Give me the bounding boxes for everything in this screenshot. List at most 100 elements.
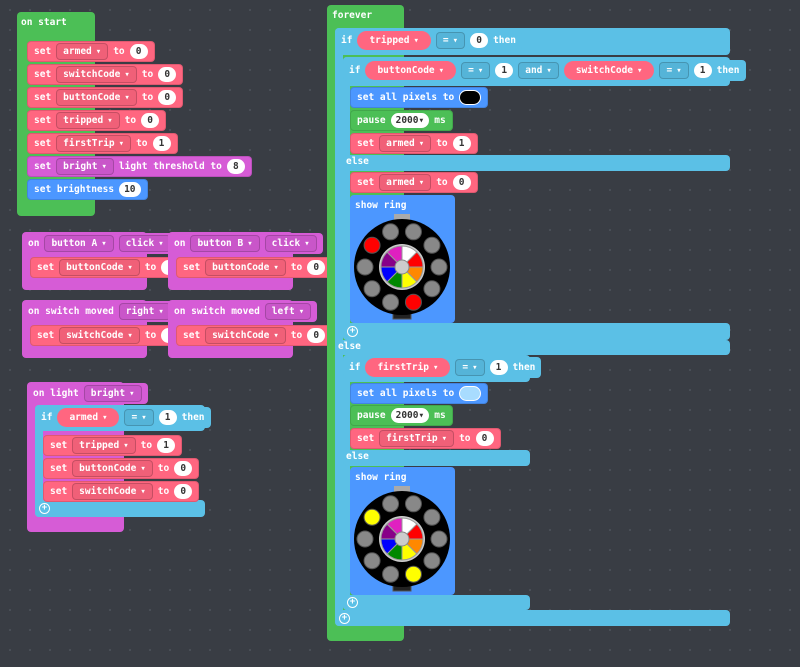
neopixel-ring[interactable] <box>352 212 452 322</box>
variable-dropdown[interactable]: tripped <box>72 437 136 454</box>
operator-dropdown[interactable]: = <box>659 62 689 79</box>
neopixel-6[interactable] <box>382 293 400 311</box>
value-input[interactable]: 0 <box>141 113 160 128</box>
if-codes-row[interactable]: if buttonCode = 1 and switchCode = 1 then <box>343 60 746 81</box>
pause-block[interactable]: pause 2000 ms <box>350 110 453 131</box>
neopixel-4[interactable] <box>423 552 441 570</box>
value-input[interactable]: 1 <box>152 136 171 151</box>
pause-value-dropdown[interactable]: 2000 <box>390 113 430 128</box>
neopixel-2[interactable] <box>423 236 441 254</box>
value-input[interactable]: 1 <box>157 438 176 453</box>
neopixel-2[interactable] <box>423 508 441 526</box>
neopixel-8[interactable] <box>356 530 374 548</box>
variable-reporter[interactable]: armed <box>57 408 120 427</box>
set-light-threshold-block[interactable]: set bright light threshold to 8 <box>27 156 252 177</box>
neopixel-7[interactable] <box>363 552 381 570</box>
set-variable-block[interactable]: setbuttonCodeto1 <box>30 257 187 278</box>
set-variable-block[interactable]: set switchCode to 0 <box>176 325 333 346</box>
value-input[interactable]: 0 <box>452 175 471 190</box>
variable-dropdown[interactable]: armed <box>379 135 432 152</box>
neopixel-9[interactable] <box>363 508 381 526</box>
variable-reporter-dropdown[interactable]: buttonCode <box>371 62 450 79</box>
event-header[interactable]: on switch moved right <box>22 301 177 322</box>
set-variable-block[interactable]: setswitchCodeto1 <box>30 325 187 346</box>
set-variable-block[interactable]: set buttonCode to 0 <box>27 87 184 108</box>
value-input[interactable]: 8 <box>226 159 245 174</box>
action-dropdown[interactable]: click <box>118 235 171 252</box>
neopixel-1[interactable] <box>404 223 422 241</box>
add-else-if-button[interactable]: + <box>347 326 358 337</box>
variable-dropdown[interactable]: buttonCode <box>72 460 153 477</box>
set-variable-block[interactable]: set buttonCode to 0 <box>43 458 200 479</box>
neopixel-4[interactable] <box>423 280 441 298</box>
variable-dropdown[interactable]: buttonCode <box>205 259 286 276</box>
set-variable-block[interactable]: set firstTrip to 0 <box>350 428 501 449</box>
and-dropdown[interactable]: and <box>518 62 559 79</box>
neopixel-9[interactable] <box>363 236 381 254</box>
variable-dropdown[interactable]: tripped <box>56 112 120 129</box>
if-tripped-row[interactable]: if tripped = 0 then <box>335 30 522 51</box>
value-input[interactable]: 1 <box>158 410 177 425</box>
value-input[interactable]: 1 <box>452 136 471 151</box>
variable-dropdown[interactable]: armed <box>379 174 432 191</box>
neopixel-3[interactable] <box>430 530 448 548</box>
neopixel-ring[interactable] <box>352 484 452 594</box>
variable-reporter[interactable]: tripped <box>357 31 431 50</box>
pause-value-dropdown[interactable]: 2000 <box>390 408 430 423</box>
variable-dropdown[interactable]: buttonCode <box>56 89 137 106</box>
set-variable-block[interactable]: set tripped to 0 <box>27 110 167 131</box>
set-all-pixels-block[interactable]: set all pixels to <box>350 383 489 404</box>
neopixel-8[interactable] <box>356 258 374 276</box>
value-input[interactable]: 0 <box>475 431 494 446</box>
color-swatch[interactable] <box>459 386 482 401</box>
set-brightness-block[interactable]: set brightness 10 <box>27 179 148 200</box>
variable-reporter[interactable]: switchCode <box>563 61 655 80</box>
direction-dropdown[interactable]: left <box>264 303 312 320</box>
variable-dropdown[interactable]: bright <box>56 158 114 175</box>
neopixel-7[interactable] <box>363 280 381 298</box>
add-else-button[interactable]: + <box>39 503 50 514</box>
variable-dropdown[interactable]: firstTrip <box>379 430 455 447</box>
variable-dropdown[interactable]: armed <box>56 43 109 60</box>
value-input[interactable]: 0 <box>307 328 326 343</box>
action-dropdown[interactable]: click <box>264 235 317 252</box>
button-dropdown[interactable]: button B <box>190 235 260 252</box>
value-input[interactable]: 1 <box>693 63 712 78</box>
operator-dropdown[interactable]: = <box>455 359 485 376</box>
value-input[interactable]: 0 <box>174 484 193 499</box>
value-input[interactable]: 0 <box>307 260 326 275</box>
light-dropdown[interactable]: bright <box>83 385 142 402</box>
value-input[interactable]: 0 <box>158 67 177 82</box>
variable-dropdown[interactable]: switchCode <box>56 66 137 83</box>
variable-dropdown[interactable]: switchCode <box>59 327 140 344</box>
neopixel-1[interactable] <box>404 495 422 513</box>
value-input[interactable]: 10 <box>119 182 141 197</box>
event-header[interactable]: on switch moved left <box>168 301 318 322</box>
variable-reporter[interactable]: firstTrip <box>365 358 451 377</box>
set-variable-block[interactable]: set switchCode to 0 <box>43 481 200 502</box>
set-all-pixels-block[interactable]: set all pixels to <box>350 87 489 108</box>
add-else-if-button[interactable]: + <box>339 613 350 624</box>
operator-dropdown[interactable]: = <box>435 32 466 49</box>
variable-dropdown[interactable]: switchCode <box>205 327 286 344</box>
button-dropdown[interactable]: button A <box>44 235 114 252</box>
neopixel-6[interactable] <box>382 565 400 583</box>
value-input[interactable]: 0 <box>470 33 489 48</box>
neopixel-5[interactable] <box>404 293 422 311</box>
neopixel-5[interactable] <box>404 565 422 583</box>
if-firsttrip-row[interactable]: if firstTrip = 1 then <box>343 357 542 378</box>
variable-reporter-dropdown[interactable]: tripped <box>363 32 424 49</box>
value-input[interactable]: 0 <box>129 44 148 59</box>
add-else-if-button[interactable]: + <box>347 597 358 608</box>
set-variable-block[interactable]: set armedto 0 <box>27 41 155 62</box>
event-header[interactable]: on button Aclick <box>22 233 177 254</box>
variable-reporter-dropdown[interactable]: switchCode <box>570 62 649 79</box>
operator-dropdown[interactable]: = <box>124 409 154 426</box>
value-input[interactable]: 0 <box>158 90 177 105</box>
set-variable-block[interactable]: set armedto 1 <box>350 133 478 154</box>
neopixel-3[interactable] <box>430 258 448 276</box>
set-variable-block[interactable]: set armedto 0 <box>350 172 478 193</box>
set-variable-block[interactable]: set switchCode to 0 <box>27 64 184 85</box>
operator-dropdown[interactable]: = <box>461 62 491 79</box>
